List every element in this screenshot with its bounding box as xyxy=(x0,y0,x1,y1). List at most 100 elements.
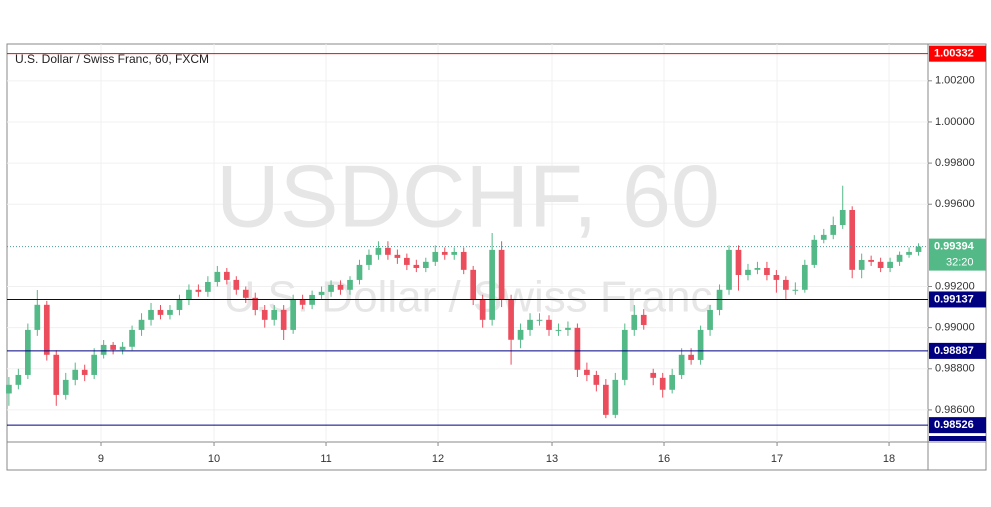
candle-body xyxy=(299,299,306,305)
watermark: USDCHF, 60 xyxy=(216,146,720,245)
candle-body xyxy=(783,279,789,290)
y-tick-label: 0.99800 xyxy=(935,157,975,169)
candle-body xyxy=(801,264,808,290)
y-tick-label: 1.00200 xyxy=(935,75,975,87)
level-label: 0.99137 xyxy=(934,293,974,305)
candle-body xyxy=(280,309,287,330)
level-label: 1.00332 xyxy=(934,48,974,60)
x-tick-label: 13 xyxy=(546,453,558,465)
candle-body xyxy=(479,299,486,320)
candle-body xyxy=(186,289,192,300)
candle-body xyxy=(745,269,751,275)
candle-body xyxy=(640,314,647,325)
candle-body xyxy=(233,279,240,290)
y-tick-label: 1.00000 xyxy=(935,116,975,128)
candle-body xyxy=(508,299,514,340)
candle-body xyxy=(565,327,571,330)
candle-body xyxy=(432,251,439,262)
candle-body xyxy=(498,249,505,300)
candle-body xyxy=(290,299,296,330)
x-tick-label: 12 xyxy=(432,453,444,465)
candle-body xyxy=(915,246,922,252)
overlay: 1.00332 0.99137 0.98887 0.98526 0.99394 32:20 xyxy=(7,45,986,434)
candle-body xyxy=(337,284,344,290)
candle-body xyxy=(602,384,609,415)
candle-body xyxy=(707,309,713,330)
candle-body xyxy=(62,379,69,395)
candle-body xyxy=(830,225,837,235)
candle-body xyxy=(669,374,676,390)
candle-body xyxy=(157,309,164,315)
candle-body xyxy=(271,309,278,320)
candle-body xyxy=(356,264,363,280)
x-tick-label: 18 xyxy=(883,453,895,465)
candle-body xyxy=(896,254,903,262)
candle-body xyxy=(72,369,79,380)
y-tick-label: 0.99000 xyxy=(935,322,975,334)
candle-body xyxy=(318,291,325,295)
level-label: 0.98526 xyxy=(934,419,974,431)
candle-body xyxy=(34,304,41,330)
candle-body xyxy=(555,329,562,331)
candle-body xyxy=(451,251,458,255)
candle-body xyxy=(81,369,88,375)
candle-body xyxy=(53,354,60,395)
candle-body xyxy=(375,247,382,255)
candle-body xyxy=(887,261,893,268)
candle-body xyxy=(489,249,495,320)
level-label-box xyxy=(929,342,986,359)
candle-body xyxy=(536,319,543,321)
candle-body xyxy=(726,249,732,290)
grid: 0.98600 0.98800 0.99000 0.99200 0.99600 0.998… xyxy=(7,44,975,465)
candle-body xyxy=(697,329,704,360)
candle-body xyxy=(413,264,420,268)
candle-body xyxy=(15,374,22,385)
last-price-box xyxy=(929,238,986,271)
chart-title: U.S. Dollar / Swiss Franc, 60, FXCM xyxy=(15,52,209,66)
candle-body xyxy=(754,267,761,270)
countdown-label: 32:20 xyxy=(946,257,974,269)
candle-body xyxy=(735,249,742,275)
candle-body xyxy=(764,267,770,275)
candle-body xyxy=(385,247,391,255)
candle-body xyxy=(422,261,429,268)
x-tick-label: 16 xyxy=(658,453,670,465)
candle-body xyxy=(43,304,50,355)
level-label: 0.98887 xyxy=(934,345,974,357)
x-tick-label: 10 xyxy=(208,453,220,465)
candle-body xyxy=(584,369,590,375)
candle-body xyxy=(792,289,799,291)
candle-body xyxy=(91,354,98,375)
candle-body xyxy=(517,329,524,340)
candle-body xyxy=(328,284,334,292)
level-label-box xyxy=(929,291,986,308)
candle-body xyxy=(839,209,846,226)
candle-body xyxy=(347,279,353,290)
level-label-box xyxy=(929,45,986,62)
candle-body xyxy=(460,251,467,270)
candle-body xyxy=(811,239,818,265)
candle-body xyxy=(261,309,268,320)
candle-body xyxy=(546,319,552,330)
y-tick-label: 0.98800 xyxy=(935,363,975,375)
watermark-subtitle: U.S. Dollar / Swiss Franc xyxy=(224,273,713,322)
candle-body xyxy=(868,259,874,262)
last-price-label: 0.99394 xyxy=(934,241,975,253)
candle-body xyxy=(678,354,685,375)
candle-body xyxy=(195,289,202,292)
candle-body xyxy=(621,329,628,380)
candle-body xyxy=(138,319,145,330)
candle-body xyxy=(773,274,780,280)
x-tick-label: 9 xyxy=(98,453,104,465)
candle-body xyxy=(148,309,154,320)
candle-body xyxy=(252,297,259,310)
candle-body xyxy=(205,281,211,292)
level-label-box xyxy=(929,417,986,434)
candle-body xyxy=(593,374,600,385)
candle-body xyxy=(631,314,638,330)
candle-body xyxy=(394,254,401,258)
candle-body xyxy=(659,377,666,390)
axis-level-marker xyxy=(929,436,986,441)
candle-body xyxy=(100,344,107,355)
y-tick-label: 0.98600 xyxy=(935,404,975,416)
